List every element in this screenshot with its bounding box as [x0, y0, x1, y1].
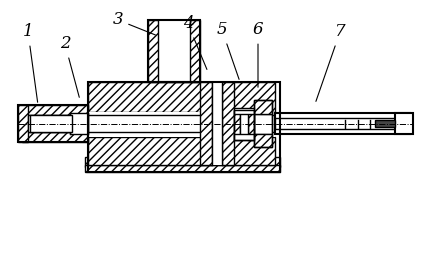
Polygon shape — [18, 105, 28, 142]
Bar — [275, 118, 395, 129]
Text: 4: 4 — [183, 16, 207, 69]
Bar — [158, 20, 190, 82]
Bar — [275, 113, 410, 134]
Polygon shape — [85, 165, 280, 172]
Text: 6: 6 — [253, 21, 263, 87]
Polygon shape — [22, 105, 88, 115]
Polygon shape — [234, 110, 240, 140]
Text: 5: 5 — [217, 21, 239, 79]
Bar — [88, 112, 275, 137]
Bar — [240, 110, 248, 140]
Polygon shape — [88, 137, 275, 165]
Bar — [70, 113, 88, 134]
Bar — [28, 115, 88, 132]
Text: 1: 1 — [23, 23, 37, 102]
Bar — [212, 82, 222, 165]
Text: 3: 3 — [113, 11, 155, 35]
Bar — [234, 108, 254, 114]
Bar — [375, 120, 395, 127]
Text: 2: 2 — [60, 36, 79, 97]
Bar — [30, 115, 72, 132]
Bar — [234, 134, 254, 140]
Polygon shape — [254, 134, 272, 147]
Bar — [254, 114, 272, 134]
Polygon shape — [248, 110, 254, 140]
Polygon shape — [222, 82, 234, 165]
Polygon shape — [88, 82, 275, 112]
Text: 7: 7 — [316, 23, 345, 101]
Bar — [395, 113, 413, 134]
Polygon shape — [200, 82, 212, 165]
Polygon shape — [22, 132, 88, 142]
Polygon shape — [85, 157, 280, 167]
Polygon shape — [254, 100, 272, 114]
Bar — [88, 115, 410, 132]
Polygon shape — [148, 20, 200, 82]
